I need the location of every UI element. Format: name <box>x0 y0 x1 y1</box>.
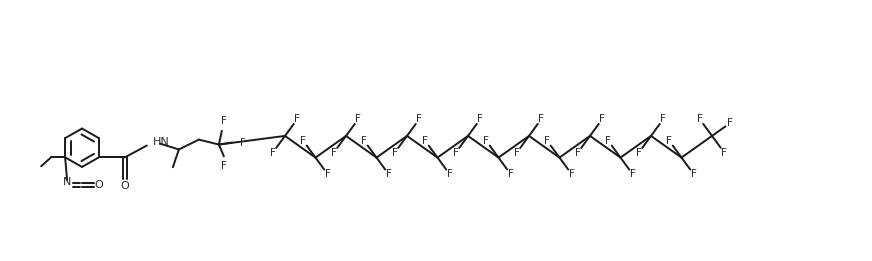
Text: F: F <box>361 136 367 146</box>
Text: F: F <box>599 114 605 124</box>
Text: F: F <box>605 136 611 146</box>
Text: F: F <box>240 138 246 147</box>
Text: F: F <box>422 136 428 146</box>
Text: O: O <box>95 180 104 190</box>
Text: F: F <box>330 148 337 158</box>
Text: F: F <box>416 114 422 124</box>
Text: F: F <box>508 169 514 179</box>
Text: F: F <box>325 169 330 179</box>
Text: F: F <box>697 114 703 124</box>
Text: F: F <box>575 148 581 158</box>
Text: HN: HN <box>153 137 170 147</box>
Text: F: F <box>660 114 666 124</box>
Text: F: F <box>483 136 489 146</box>
Text: F: F <box>538 114 544 124</box>
Text: F: F <box>453 148 459 158</box>
Text: F: F <box>269 148 276 158</box>
Text: N: N <box>63 177 72 187</box>
Text: F: F <box>630 169 636 179</box>
Text: F: F <box>477 114 483 124</box>
Text: F: F <box>544 136 550 146</box>
Text: F: F <box>666 136 672 146</box>
Text: F: F <box>221 161 227 171</box>
Text: F: F <box>446 169 453 179</box>
Text: F: F <box>295 114 300 124</box>
Text: F: F <box>392 148 398 158</box>
Text: F: F <box>221 116 227 126</box>
Text: F: F <box>727 118 733 128</box>
Text: F: F <box>721 148 727 158</box>
Text: F: F <box>636 148 642 158</box>
Text: F: F <box>356 114 361 124</box>
Text: F: F <box>300 136 306 146</box>
Text: F: F <box>514 148 520 158</box>
Text: F: F <box>691 169 697 179</box>
Text: F: F <box>385 169 392 179</box>
Text: F: F <box>569 169 575 179</box>
Text: O: O <box>120 181 129 191</box>
